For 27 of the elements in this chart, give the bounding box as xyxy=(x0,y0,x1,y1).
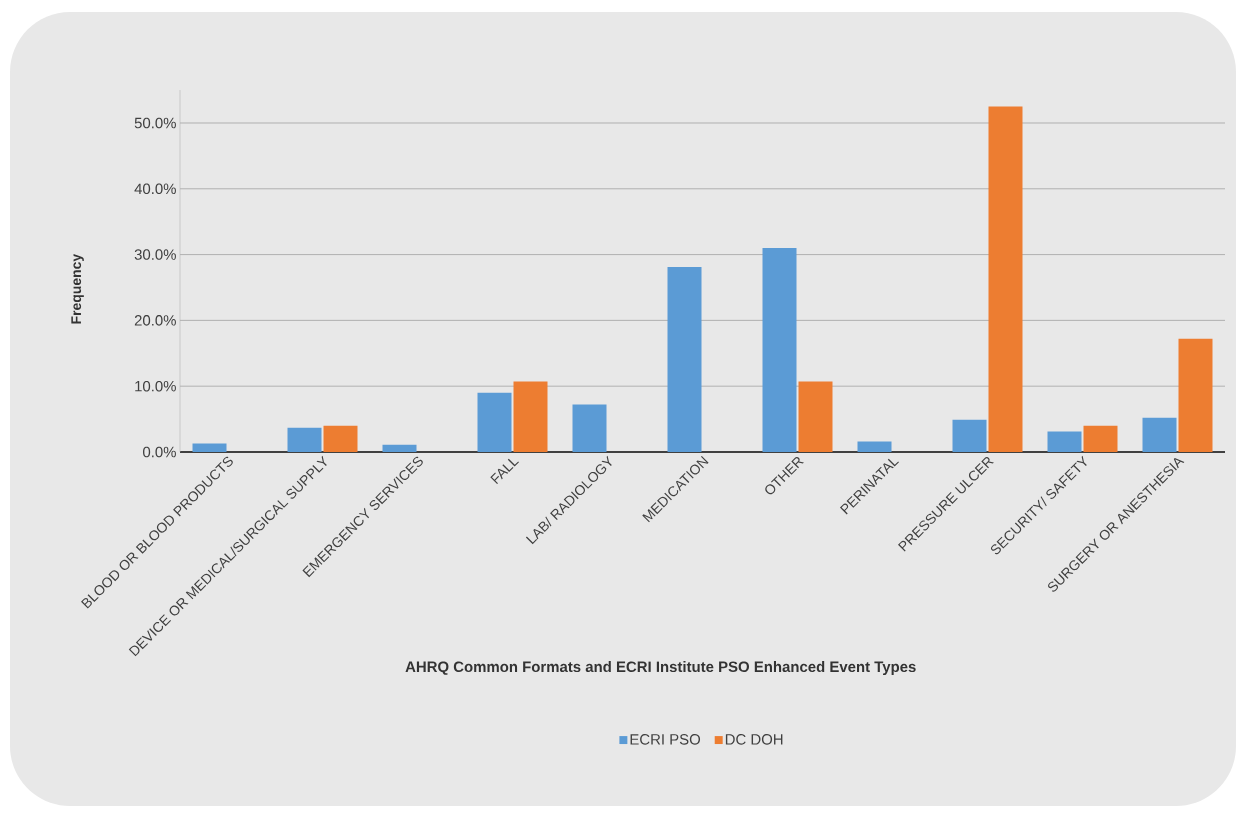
x-axis-title: AHRQ Common Formats and ECRI Institute PSO Enhanced Event Types xyxy=(405,661,916,675)
bar xyxy=(1083,425,1118,452)
y-tick-label: 10.0% xyxy=(135,380,176,392)
bar xyxy=(572,404,607,452)
y-tick-label: 40.0% xyxy=(134,183,176,195)
bar xyxy=(1178,338,1213,452)
legend-label: ECRI PSO xyxy=(630,734,701,745)
bar xyxy=(192,443,227,452)
bar xyxy=(1047,431,1082,452)
bar xyxy=(287,427,322,452)
y-axis-title: Frequency xyxy=(71,253,84,324)
y-tick-label: 20.0% xyxy=(134,315,176,326)
bar xyxy=(988,106,1023,452)
y-tick-label: 50.0% xyxy=(134,117,176,129)
bar xyxy=(952,419,987,452)
bar xyxy=(798,381,833,452)
bar xyxy=(323,425,358,452)
y-tick-label: 30.0% xyxy=(134,249,176,260)
bar xyxy=(762,248,797,452)
bar xyxy=(382,444,417,452)
bar xyxy=(477,392,512,452)
legend-label: DC DOH xyxy=(725,734,783,745)
bar xyxy=(667,267,702,452)
bar xyxy=(513,381,548,452)
bar xyxy=(1142,417,1177,452)
y-tick-label: 0.0% xyxy=(143,446,176,458)
bar xyxy=(857,441,892,452)
